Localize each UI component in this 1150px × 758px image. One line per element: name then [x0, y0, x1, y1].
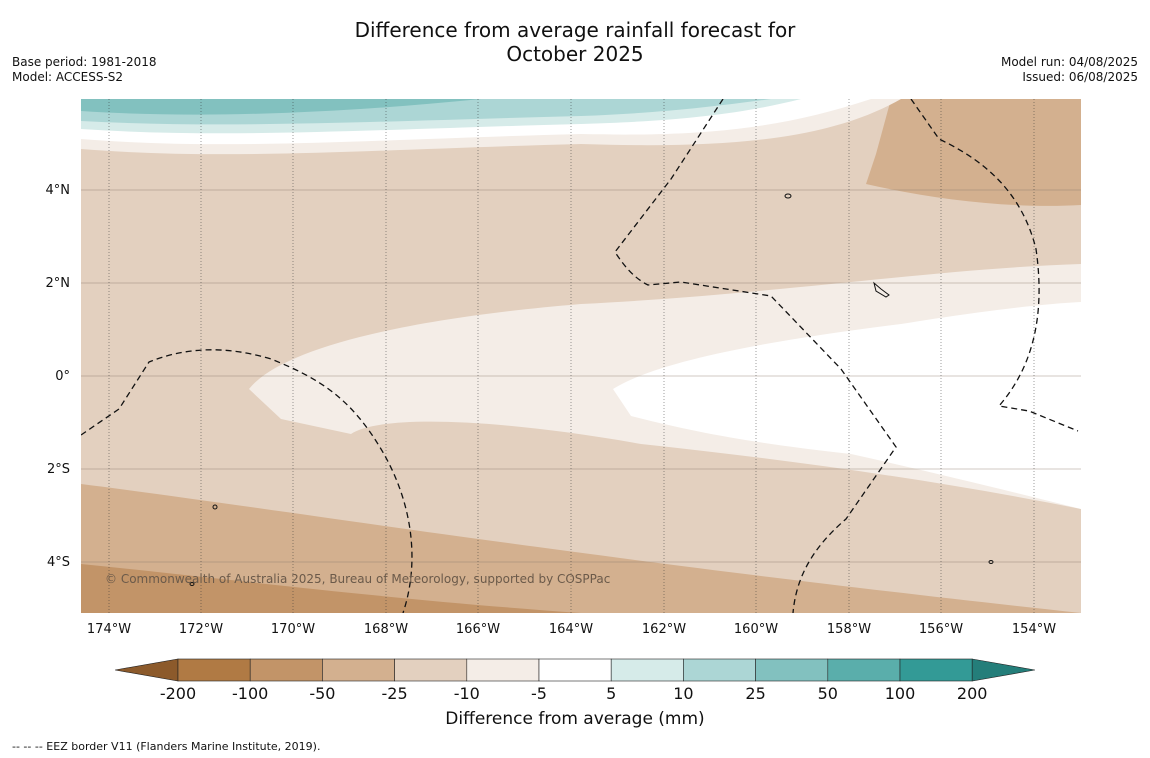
- colorbar-tick-label: 50: [817, 684, 838, 703]
- band-25-50-north: [81, 99, 481, 115]
- colorbar-segment: [322, 658, 395, 682]
- y-tick-2n: 2°N: [45, 276, 71, 291]
- x-tick-172w: 172°W: [178, 622, 224, 637]
- colorbar-segment: [177, 658, 251, 682]
- colorbar-tick-label: 200: [956, 684, 988, 703]
- eez-legend-note: -- -- -- EEZ border V11 (Flanders Marine…: [12, 740, 321, 753]
- x-tick-164w: 164°W: [548, 622, 594, 637]
- colorbar-segment: [466, 658, 540, 682]
- meta-right: Model run: 04/08/2025 Issued: 06/08/2025: [1001, 55, 1138, 85]
- colorbar-tick-label: 100: [884, 684, 916, 703]
- band-minus-25-50-south: [81, 484, 1081, 613]
- colorbar-tick-label: -5: [531, 684, 547, 703]
- colorbar-segment: [683, 658, 756, 682]
- title-line-2: October 2025: [506, 42, 644, 66]
- colorbar-tick-label: -200: [159, 684, 197, 703]
- x-tick-162w: 162°W: [641, 622, 687, 637]
- colorbar: [115, 658, 1035, 682]
- meta-left: Base period: 1981-2018 Model: ACCESS-S2: [12, 55, 157, 85]
- colorbar-label: Difference from average (mm): [445, 709, 705, 729]
- colorbar-tick-label: 10: [673, 684, 694, 703]
- band-near-average-core: [613, 302, 1081, 509]
- eez-borders: [81, 99, 1079, 613]
- issued-text: Issued: 06/08/2025: [1022, 70, 1138, 84]
- islands: [189, 193, 994, 586]
- colorbar-tick-label: -10: [453, 684, 480, 703]
- band-minus-25-50-northeast: [866, 99, 1081, 206]
- y-tick-2s: 2°S: [46, 462, 70, 477]
- rainfall-anomaly-map: [81, 99, 1081, 613]
- colorbar-tick-label: -100: [232, 684, 269, 703]
- x-tick-168w: 168°W: [363, 622, 409, 637]
- colorbar-segment: [755, 658, 829, 682]
- chart-title: Difference from average rainfall forecas…: [0, 18, 1150, 66]
- x-tick-156w: 156°W: [918, 622, 964, 637]
- colorbar-segment: [899, 658, 973, 682]
- x-tick-166w: 166°W: [455, 622, 501, 637]
- colorbar-segment: [249, 658, 323, 682]
- model-run-text: Model run: 04/08/2025: [1000, 55, 1138, 69]
- parallels: [81, 189, 1081, 563]
- colorbar-tick-label: 5: [606, 684, 617, 703]
- title-line-1: Difference from average rainfall forecas…: [354, 18, 796, 42]
- x-tick-154w: 154°W: [1011, 622, 1057, 637]
- colorbar-tick-label: 25: [745, 684, 766, 703]
- band-minus-50-100-south: [81, 564, 581, 613]
- colorbar-tick-label: -25: [381, 684, 408, 703]
- copyright-text: © Commonwealth of Australia 2025, Bureau…: [105, 572, 611, 586]
- x-tick-170w: 170°W: [270, 622, 316, 637]
- colorbar-tick-label: -50: [309, 684, 336, 703]
- colorbar-segment: [827, 658, 901, 682]
- y-tick-0: 0°: [55, 369, 70, 384]
- colorbar-extend-high: [971, 658, 1035, 682]
- colorbar-segment: [394, 658, 468, 682]
- x-tick-174w: 174°W: [86, 622, 132, 637]
- colorbar-extend-low: [115, 658, 179, 682]
- model-text: Model: ACCESS-S2: [12, 70, 124, 84]
- colorbar-segment: [610, 658, 684, 682]
- y-tick-4n: 4°N: [45, 183, 71, 198]
- x-tick-158w: 158°W: [826, 622, 872, 637]
- base-period-text: Base period: 1981-2018: [12, 55, 157, 69]
- y-tick-4s: 4°S: [46, 555, 70, 570]
- x-tick-160w: 160°W: [733, 622, 779, 637]
- colorbar-segment: [538, 658, 612, 682]
